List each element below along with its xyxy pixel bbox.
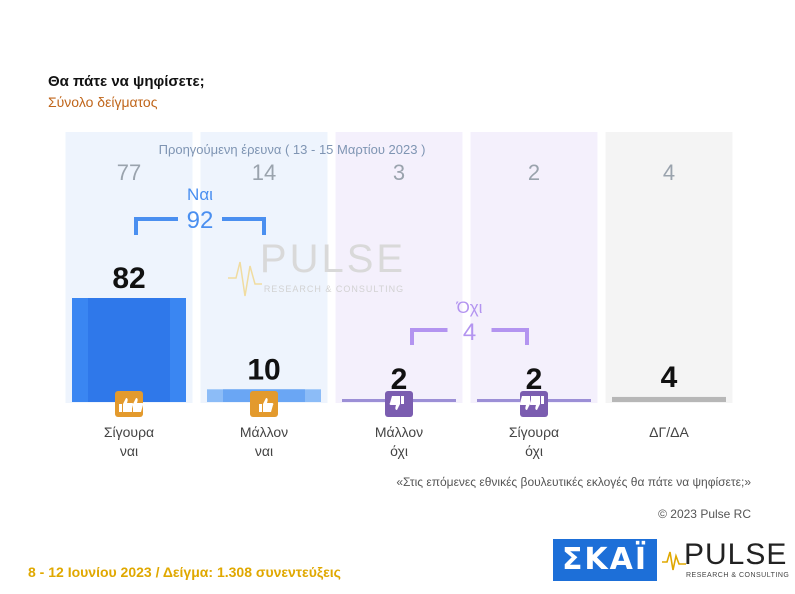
no-group-value: 4 (463, 319, 476, 346)
previous-survey-label: Προηγούμενη έρευνα ( 13 - 15 Μαρτίου 202… (159, 142, 426, 157)
category-label: όχι (525, 443, 543, 459)
bar-highlight (88, 298, 170, 402)
copyright-text: © 2023 Pulse RC (658, 507, 751, 521)
category-label: Μάλλον (240, 424, 288, 440)
vote-intention-chart: PULSE RESEARCH & CONSULTING Προηγούμενη έρ… (65, 132, 733, 459)
category-label: ΔΓ/ΔΑ (649, 424, 689, 440)
previous-value: 4 (663, 160, 675, 185)
bar-value-label: 4 (661, 361, 678, 394)
category-label: ναι (120, 443, 138, 459)
bar-value-label: 82 (112, 262, 145, 295)
category-label: ναι (255, 443, 273, 459)
pulse-wave-icon (662, 551, 686, 571)
pulse-watermark-sub: RESEARCH & CONSULTING (264, 284, 404, 294)
bar-value-label: 10 (247, 353, 280, 386)
bar-value-label: 2 (391, 363, 408, 396)
bar (612, 396, 726, 402)
pulse-watermark-wave (228, 261, 262, 297)
column-background (470, 132, 598, 403)
previous-value: 14 (252, 160, 276, 185)
chart-title: Θα πάτε να ψηφίσετε; (48, 73, 205, 90)
previous-value: 2 (528, 160, 540, 185)
survey-footer: 8 - 12 Ιουνίου 2023 / Δείγμα: 1.308 συνε… (28, 564, 341, 580)
pulse-watermark: PULSE (260, 237, 406, 281)
no-group-bracket-left (410, 328, 448, 345)
double-thumbs-up-icon (115, 391, 144, 417)
category-label: όχι (390, 443, 408, 459)
pulse-logo-word: PULSE (684, 538, 788, 571)
pulse-logo: PULSE RESEARCH & CONSULTING (662, 538, 790, 584)
thumb-up-icon (250, 391, 278, 417)
yes-group-bracket-right (222, 217, 266, 235)
double-thumbs-down-icon (519, 391, 548, 417)
yes-group-bracket-left (134, 217, 178, 235)
no-group-bracket-right (491, 328, 529, 345)
previous-value: 77 (117, 160, 141, 185)
column-background (335, 132, 463, 403)
category-label: Μάλλον (375, 424, 423, 440)
previous-value: 3 (393, 160, 405, 185)
column-background (605, 132, 733, 403)
category-label: Σίγουρα (104, 424, 154, 440)
bar-value-label: 2 (526, 363, 543, 396)
thumb-down-icon (385, 391, 413, 417)
yes-group-value: 92 (187, 207, 214, 234)
skai-logo: ΣΚΑΪ (553, 539, 657, 581)
yes-group-label: Ναι (187, 185, 213, 204)
question-quote: «Στις επόμενες εθνικές βουλευτικές εκλογ… (396, 475, 751, 489)
chart-subtitle: Σύνολο δείγματος (48, 94, 158, 110)
no-group-label: Όχι (456, 298, 483, 317)
column-background (200, 132, 328, 403)
category-label: Σίγουρα (509, 424, 559, 440)
pulse-logo-sub: RESEARCH & CONSULTING (686, 572, 790, 579)
